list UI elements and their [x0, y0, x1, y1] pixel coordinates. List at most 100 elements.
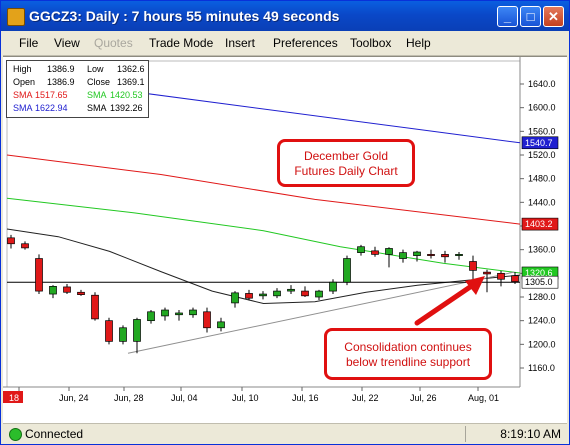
candle-body — [469, 261, 477, 271]
candle-body — [133, 319, 141, 342]
x-tick-label: Aug, 01 — [468, 393, 499, 403]
y-tick-label: 1280.0 — [528, 292, 556, 302]
menu-view[interactable]: View — [54, 36, 80, 50]
x-tick-label: Jun, 28 — [114, 393, 144, 403]
candle-body — [203, 311, 211, 329]
sma2-label: SMA — [87, 90, 107, 100]
candle-body — [91, 294, 99, 320]
candle-body — [119, 327, 127, 342]
candle-body — [49, 286, 57, 295]
close-label: Close — [87, 77, 111, 87]
x-tick-label: Jul, 16 — [292, 393, 319, 403]
y-tick-label: 1200.0 — [528, 339, 556, 349]
chart-title-callout: December Gold Futures Daily Chart — [277, 139, 415, 187]
quote-info-box: High 1386.9 Low 1362.6 Open 1386.9 Close… — [6, 60, 149, 118]
low-value: 1362.6 — [117, 64, 145, 74]
sma1-label: SMA — [13, 90, 33, 100]
candle-body — [175, 312, 183, 316]
y-tick-label: 1520.0 — [528, 150, 556, 160]
x-tick-label: Jun, 24 — [59, 393, 89, 403]
menu-file[interactable]: File — [19, 36, 39, 50]
menu-help[interactable]: Help — [406, 36, 431, 50]
sma3-value: 1622.94 — [35, 103, 68, 113]
x-tick-label: Jul, 10 — [232, 393, 259, 403]
candle-body — [259, 293, 267, 297]
y-tick-label: 1600.0 — [528, 103, 556, 113]
candle-body — [147, 311, 155, 322]
x-tick-label: Jul, 04 — [171, 393, 198, 403]
y-tick-label: 1240.0 — [528, 316, 556, 326]
candle-body — [161, 309, 169, 317]
y-tick-label: 1480.0 — [528, 174, 556, 184]
sma-line — [6, 197, 521, 274]
x-tick-label: Jul, 22 — [352, 393, 379, 403]
open-label: Open — [13, 77, 36, 87]
title-bar[interactable]: GGCZ3: Daily : 7 hours 55 minutes 49 sec… — [1, 1, 569, 31]
candle-body — [511, 275, 519, 282]
candle-body — [245, 293, 253, 299]
menu-toolbox[interactable]: Toolbox — [350, 36, 392, 50]
minimize-button[interactable]: _ — [497, 6, 518, 27]
sma4-label: SMA — [87, 103, 107, 113]
open-value: 1386.9 — [47, 77, 75, 87]
candle-body — [455, 254, 463, 256]
low-label: Low — [87, 64, 104, 74]
candle-body — [21, 243, 29, 249]
candle-body — [301, 290, 309, 297]
maximize-button[interactable]: □ — [520, 6, 541, 27]
sma-line — [6, 154, 521, 225]
high-value: 1386.9 — [47, 64, 75, 74]
price-tag-label: 1305.0 — [525, 277, 553, 287]
candle-body — [7, 237, 15, 245]
sma2-value: 1420.53 — [110, 90, 143, 100]
window-title: GGCZ3: Daily : 7 hours 55 minutes 49 sec… — [29, 8, 340, 24]
price-axis — [520, 57, 567, 423]
price-tag-label: 1540.7 — [525, 138, 553, 148]
candle-body — [217, 321, 225, 329]
high-label: High — [13, 64, 32, 74]
candle-body — [77, 291, 85, 295]
y-tick-label: 1440.0 — [528, 197, 556, 207]
menu-insert[interactable]: Insert — [225, 36, 256, 50]
x-tick-label: 18 — [9, 393, 19, 403]
candle-body — [371, 250, 379, 255]
support-trendline — [127, 271, 515, 354]
menu-quotes[interactable]: Quotes — [94, 36, 133, 50]
candle-body — [105, 320, 113, 342]
candle-body — [427, 254, 435, 256]
candle-body — [399, 252, 407, 259]
candle-body — [483, 271, 491, 275]
candle-body — [189, 309, 197, 316]
x-tick-label: Jul, 26 — [410, 393, 437, 403]
candle-body — [287, 288, 295, 292]
price-tag-label: 1403.2 — [525, 219, 553, 229]
status-time: 8:19:10 AM — [500, 427, 561, 441]
connection-status: Connected — [25, 427, 84, 441]
consolidation-note-callout: Consolidation continues below trendline … — [324, 328, 492, 380]
candle-body — [497, 272, 505, 280]
candle-body — [231, 292, 239, 304]
menu-preferences[interactable]: Preferences — [273, 36, 338, 50]
candle-body — [273, 290, 281, 297]
y-tick-label: 1640.0 — [528, 79, 556, 89]
status-separator — [465, 426, 466, 442]
x-tick-label-highlight — [3, 391, 23, 403]
price-tag — [521, 275, 559, 289]
callout-arrow-head — [465, 276, 485, 295]
app-icon — [7, 8, 25, 26]
price-tag — [521, 217, 559, 231]
status-bar: Connected 8:19:10 AM — [3, 423, 567, 444]
connection-status-icon — [9, 428, 22, 441]
close-button[interactable]: ✕ — [543, 6, 564, 27]
candle-body — [385, 248, 393, 255]
callout-arrow-shaft — [414, 282, 476, 326]
menu-trade-mode[interactable]: Trade Mode — [149, 36, 214, 50]
sma1-value: 1517.65 — [35, 90, 68, 100]
candle-body — [35, 258, 43, 292]
candle-body — [441, 254, 449, 258]
candle-body — [329, 281, 337, 292]
y-tick-label: 1160.0 — [528, 363, 555, 373]
price-tag-label: 1320.6 — [525, 268, 553, 278]
sma3-label: SMA — [13, 103, 33, 113]
